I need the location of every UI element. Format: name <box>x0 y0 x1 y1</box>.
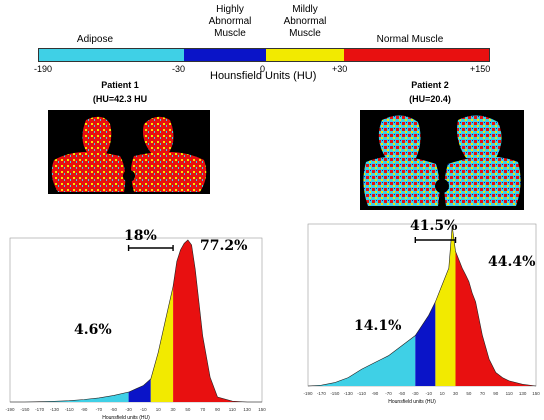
x-tick-label: -110 <box>65 407 74 412</box>
histogram-region-2 <box>150 286 174 402</box>
legend-tick-3: +30 <box>332 64 348 74</box>
x-tick-label: -150 <box>330 391 340 396</box>
x-tick-label: -90 <box>372 391 379 396</box>
x-tick-label: -130 <box>50 407 60 412</box>
x-tick-label: 150 <box>258 407 266 412</box>
legend-label-highly-abnormal: Highly Abnormal Muscle <box>208 4 252 39</box>
patient-2-normal-pct: 44.4% <box>488 254 536 270</box>
plot-frame <box>9 237 263 403</box>
legend-segment-adipose <box>39 49 184 61</box>
patient-2-histogram: -190 -170 -150 -130 -110 -90 -70 -50 -30 -10 10 30 5… <box>303 223 540 405</box>
patient-1-adipose-pct: 4.6% <box>74 322 112 338</box>
histogram-outline <box>10 239 262 403</box>
patient-2-title: Patient 2 <box>411 80 449 90</box>
x-tick-label: -170 <box>35 407 45 412</box>
legend-color-bar <box>38 48 490 62</box>
histogram-region-3 <box>173 240 262 402</box>
histogram-outline <box>307 225 537 387</box>
x-tick-label: -30 <box>412 391 419 396</box>
legend-tick-2: 0 <box>260 64 266 74</box>
x-tick-label: 110 <box>506 391 514 396</box>
histogram-region-0 <box>10 392 129 402</box>
x-tick-label: -70 <box>96 407 103 412</box>
legend-segment-highly-abnormal <box>184 49 266 61</box>
legend: Adipose Highly Abnormal Muscle Mildly Ab… <box>0 0 544 88</box>
x-tick-label: -150 <box>20 407 30 412</box>
patient-1-histogram: -190 -150 -170 -130 -110 -90 -70 -50 -30 -10 10 30 5… <box>5 237 266 420</box>
x-axis-label: Hounsfield units (HU) <box>102 415 150 420</box>
x-tick-label: -10 <box>425 391 432 396</box>
x-tick-label: 70 <box>200 407 206 412</box>
patient-2-adipose-pct: 14.1% <box>354 318 402 334</box>
patient-1-subtitle: (HU=42.3 HU <box>92 94 148 104</box>
legend-segment-mildly-abnormal <box>266 49 344 61</box>
x-tick-label: -50 <box>399 391 406 396</box>
histogram-region-1 <box>128 378 151 402</box>
patient-1-normal-pct: 77.2% <box>200 238 248 254</box>
legend-tick-4: +150 <box>470 64 491 74</box>
histogram-region-3 <box>455 251 536 386</box>
x-tick-label: -130 <box>344 391 354 396</box>
x-tick-label: -30 <box>125 407 132 412</box>
x-tick-label: 130 <box>243 407 251 412</box>
x-tick-label: 110 <box>229 407 237 412</box>
patient-1-title: Patient 1 <box>101 80 139 90</box>
x-axis-label: Hounsfield units (HU) <box>388 399 436 405</box>
legend-axis-label: Hounsfield Units (HU) <box>210 70 317 82</box>
x-tick-label: 150 <box>532 391 540 396</box>
histogram-region-2 <box>435 226 456 386</box>
x-tick-label: 90 <box>215 407 221 412</box>
legend-tick-1: -30 <box>172 64 186 74</box>
x-tick-label: -110 <box>357 391 366 396</box>
patient-2-ct-image <box>360 110 524 210</box>
x-tick-label: -50 <box>111 407 118 412</box>
patient-1-ct-image <box>48 110 210 194</box>
x-tick-label: 50 <box>185 407 191 412</box>
x-tick-label: -190 <box>303 391 313 396</box>
x-tick-label: -90 <box>81 407 88 412</box>
x-tick-label: 10 <box>156 407 162 412</box>
x-tick-label: 10 <box>440 391 446 396</box>
x-tick-label: -170 <box>317 391 327 396</box>
patient-2-subtitle: (HU=20.4) <box>409 94 451 104</box>
x-tick-label: 50 <box>466 391 472 396</box>
legend-label-normal: Normal Muscle <box>376 34 444 45</box>
patient-1-bracket-pct: 18% <box>124 228 157 244</box>
x-tick-label: -70 <box>385 391 392 396</box>
x-tick-label: 70 <box>480 391 486 396</box>
x-tick-label: 30 <box>453 391 459 396</box>
legend-label-adipose: Adipose <box>76 34 114 45</box>
x-tick-label: 90 <box>493 391 499 396</box>
histogram-region-1 <box>415 301 436 386</box>
x-tick-label: -10 <box>140 407 147 412</box>
x-tick-label: 130 <box>519 391 527 396</box>
legend-segment-normal <box>344 49 489 61</box>
legend-tick-0: -190 <box>34 64 53 74</box>
patient-2-bracket-pct: 41.5% <box>410 218 458 234</box>
histogram-region-0 <box>308 335 416 386</box>
legend-label-mildly-abnormal: Mildly Abnormal Muscle <box>283 4 327 39</box>
x-tick-label: -190 <box>5 407 15 412</box>
x-tick-label: 30 <box>171 407 177 412</box>
